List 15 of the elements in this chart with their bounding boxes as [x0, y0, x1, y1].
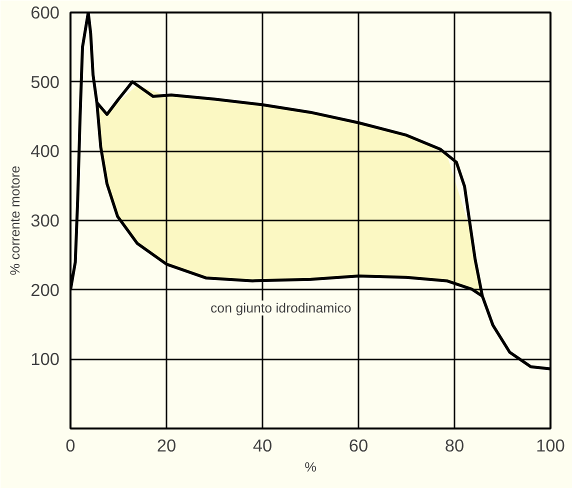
y-tick-label: 200 [30, 280, 60, 300]
x-tick-label: 100 [536, 436, 565, 456]
y-tick-label: 600 [30, 2, 60, 22]
x-axis-title: % [304, 460, 317, 474]
x-tick-label: 80 [444, 436, 464, 456]
y-tick-label: 500 [30, 72, 60, 92]
x-tick-label: 60 [348, 436, 368, 456]
x-tick-label: 40 [252, 436, 272, 456]
y-axis-title: % corrente motore [8, 166, 23, 276]
y-tick-label: 100 [30, 349, 60, 370]
y-tick-label: 400 [30, 141, 60, 162]
x-tick-label: 0 [66, 436, 76, 456]
y-tick-label: 300 [30, 210, 60, 230]
x-tick-label: 20 [156, 436, 176, 456]
annotation: con giunto idrodinamico [210, 300, 352, 316]
